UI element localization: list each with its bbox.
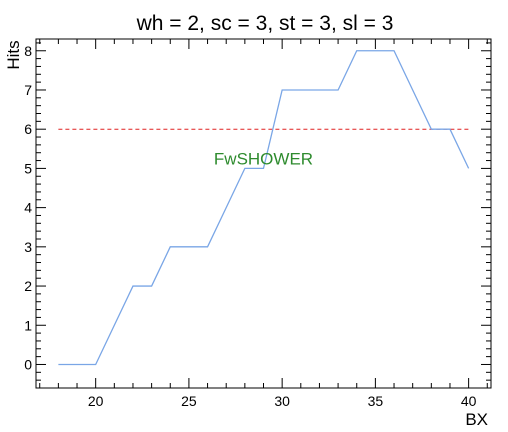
y-tick-label: 4 (24, 200, 32, 216)
x-tick-label: 40 (461, 393, 477, 409)
y-axis-label: Hits (4, 40, 23, 69)
y-tick-label: 3 (24, 239, 32, 255)
plot-frame (35, 38, 492, 389)
y-tick-label: 1 (24, 317, 32, 333)
x-tick-label: 25 (181, 393, 197, 409)
y-tick-label: 7 (24, 82, 32, 98)
axis-ticks: 20 25 30 35 40 0 1 2 3 4 5 6 7 8 (24, 39, 491, 409)
x-tick-label: 30 (274, 393, 290, 409)
x-tick-label: 20 (88, 393, 104, 409)
y-tick-label: 2 (24, 278, 32, 294)
y-tick-label: 8 (24, 43, 32, 59)
y-tick-label: 5 (24, 160, 32, 176)
series-line (58, 50, 470, 366)
y-tick-label: 6 (24, 121, 32, 137)
y-tick-label: 0 (24, 356, 32, 372)
x-tick-label: 35 (368, 393, 384, 409)
annotation-label: FwSHOWER (214, 149, 313, 168)
chart-marks: FwSHOWER (58, 50, 470, 366)
x-axis-label: BX (465, 410, 488, 429)
chart-title: wh = 2, sc = 3, st = 3, sl = 3 (136, 12, 394, 35)
